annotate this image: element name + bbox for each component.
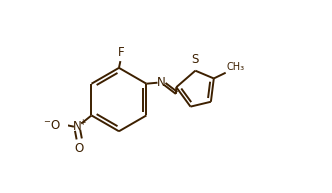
- Text: F: F: [118, 46, 125, 59]
- Text: $^{-}$O: $^{-}$O: [43, 119, 61, 132]
- Text: +: +: [79, 119, 85, 128]
- Text: O: O: [75, 142, 84, 155]
- Text: CH₃: CH₃: [227, 62, 245, 72]
- Text: S: S: [192, 52, 199, 66]
- Text: N: N: [157, 76, 166, 89]
- Text: N: N: [73, 120, 82, 133]
